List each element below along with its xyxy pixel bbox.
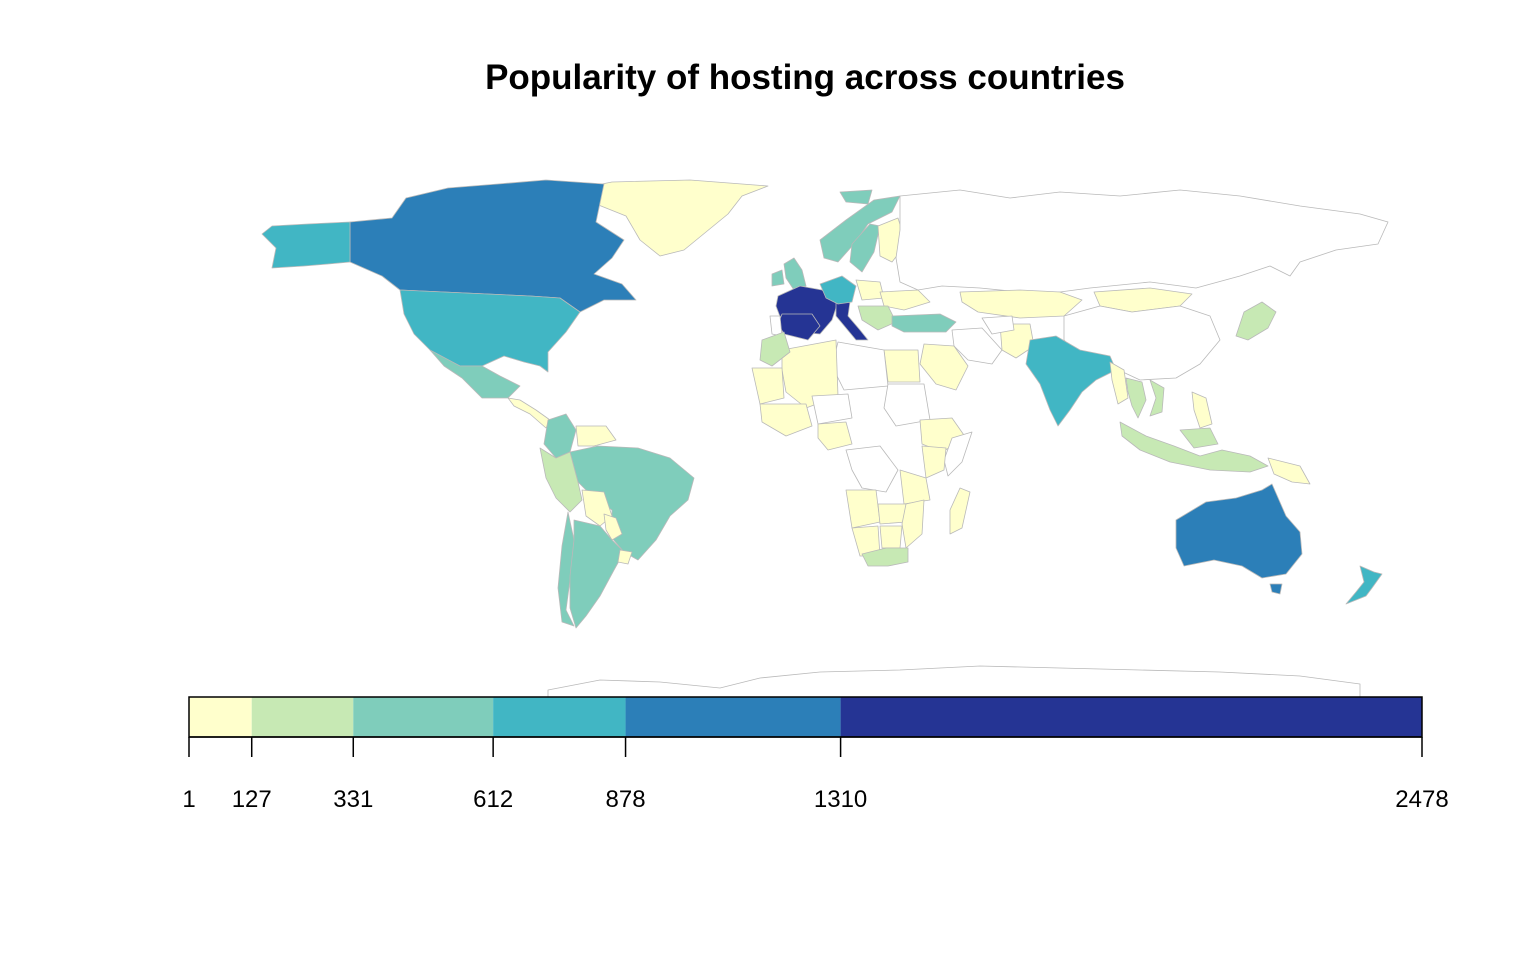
country-italy bbox=[835, 299, 869, 341]
country-sudan bbox=[883, 383, 931, 427]
legend-tick-label: 2478 bbox=[1395, 786, 1449, 813]
country-canada bbox=[349, 179, 637, 313]
legend-tick-label: 612 bbox=[473, 786, 514, 813]
country-mozambique bbox=[901, 499, 925, 549]
country-layer bbox=[261, 179, 1389, 701]
map-title: Popularity of hosting across countries bbox=[485, 58, 1125, 97]
country-norway bbox=[819, 195, 901, 263]
country-ireland bbox=[771, 269, 785, 287]
legend-tick-label: 1310 bbox=[813, 786, 868, 813]
country-angola bbox=[845, 489, 881, 529]
country-philippines bbox=[1191, 391, 1213, 429]
country-paraguay bbox=[603, 513, 623, 541]
country-kenya bbox=[921, 445, 947, 479]
country-alaska bbox=[261, 221, 351, 269]
legend-tick-label: 127 bbox=[231, 786, 272, 813]
country-greenland bbox=[571, 179, 769, 257]
country-argentina bbox=[569, 519, 625, 629]
country-botswana bbox=[879, 525, 903, 549]
country-indonesia bbox=[1119, 421, 1269, 473]
country-vietnam bbox=[1149, 379, 1165, 417]
country-myanmar bbox=[1109, 361, 1129, 405]
legend-swatch-5 bbox=[840, 697, 1422, 737]
country-thailand bbox=[1125, 377, 1147, 419]
legend-tick-label: 1 bbox=[182, 786, 196, 813]
country-iceland bbox=[839, 189, 873, 205]
legend-swatch-2 bbox=[353, 697, 494, 737]
country-usa bbox=[399, 289, 581, 373]
country-saudi-arabia bbox=[919, 343, 969, 391]
country-malaysia bbox=[1179, 427, 1219, 449]
country-mali bbox=[759, 403, 813, 437]
country-peru bbox=[539, 447, 583, 513]
country-egypt bbox=[883, 349, 921, 383]
country-uruguay bbox=[617, 549, 633, 565]
country-mexico bbox=[429, 349, 521, 399]
country-venezuela bbox=[575, 425, 617, 447]
legend-swatch-4 bbox=[625, 697, 841, 737]
country-russia bbox=[895, 189, 1389, 293]
country-congo bbox=[845, 445, 899, 493]
country-new-zealand bbox=[1345, 565, 1383, 605]
country-zambia bbox=[877, 503, 907, 525]
country-central-america bbox=[507, 397, 551, 429]
country-antarctica bbox=[547, 665, 1361, 701]
country-ukraine bbox=[879, 289, 931, 311]
country-south-africa bbox=[861, 547, 909, 567]
country-balkans bbox=[857, 305, 897, 331]
legend-colorbar bbox=[188, 696, 1423, 757]
country-tasmania bbox=[1269, 583, 1283, 595]
country-madagascar bbox=[949, 487, 971, 535]
country-libya bbox=[831, 341, 889, 391]
country-australia bbox=[1175, 483, 1303, 579]
country-japan bbox=[1235, 301, 1277, 341]
country-pakistan bbox=[999, 323, 1035, 359]
country-turkey bbox=[891, 313, 957, 333]
country-poland bbox=[855, 279, 885, 301]
country-morocco bbox=[759, 331, 791, 367]
country-uk bbox=[783, 257, 807, 291]
country-germany bbox=[819, 275, 857, 305]
country-afghanistan bbox=[981, 315, 1015, 335]
legend-swatch-3 bbox=[493, 697, 626, 737]
legend-tick-label: 331 bbox=[333, 786, 374, 813]
country-india bbox=[1025, 335, 1117, 427]
country-kazakhstan bbox=[959, 289, 1083, 319]
country-niger bbox=[811, 393, 853, 425]
legend-swatch-1 bbox=[251, 697, 354, 737]
legend-tick-label: 878 bbox=[605, 786, 646, 813]
country-tanzania bbox=[899, 469, 931, 505]
country-papua-new-guinea bbox=[1267, 457, 1311, 485]
country-nigeria bbox=[817, 421, 853, 451]
country-mauritania bbox=[751, 367, 785, 405]
legend-swatch-0 bbox=[189, 697, 252, 737]
country-sweden bbox=[849, 223, 881, 273]
